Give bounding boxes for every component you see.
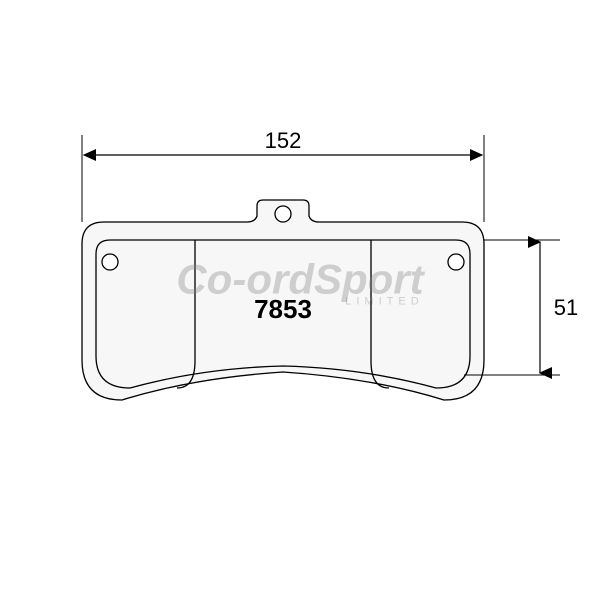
drawing-svg: 7853 152 51 xyxy=(0,0,600,600)
dim-height-label: 51 xyxy=(554,295,578,320)
mount-hole-top xyxy=(275,206,291,222)
mount-hole-left xyxy=(102,254,118,270)
part-number: 7853 xyxy=(254,294,312,324)
dim-width-label: 152 xyxy=(265,128,302,153)
mount-hole-right xyxy=(448,254,464,270)
drawing-frame: { "diagram": { "type": "engineering-draw… xyxy=(0,0,600,600)
